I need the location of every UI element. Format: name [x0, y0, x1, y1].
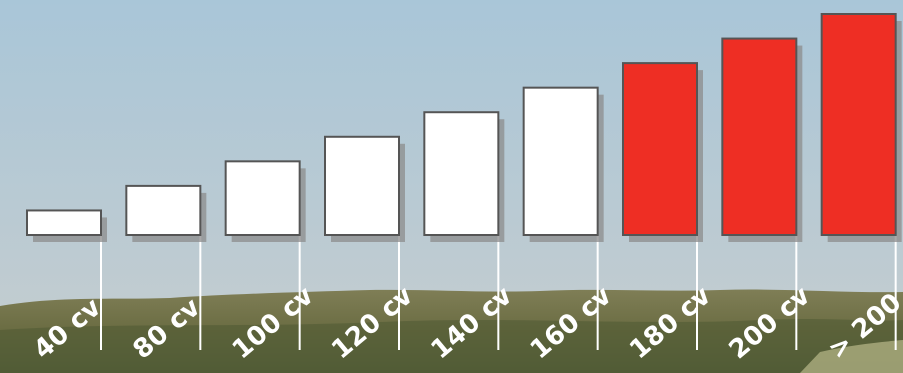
- field-strip: [800, 340, 903, 373]
- bar: [423, 111, 500, 236]
- bars: [26, 13, 897, 236]
- bar: [26, 209, 102, 236]
- bar: [224, 160, 301, 236]
- bar: [125, 184, 202, 236]
- hills-foreground: [0, 319, 903, 373]
- bar: [622, 62, 698, 236]
- bar: [820, 13, 897, 236]
- bar: [522, 86, 599, 236]
- bar: [721, 37, 798, 236]
- category-dividers: [100, 235, 897, 350]
- bar: [324, 135, 400, 236]
